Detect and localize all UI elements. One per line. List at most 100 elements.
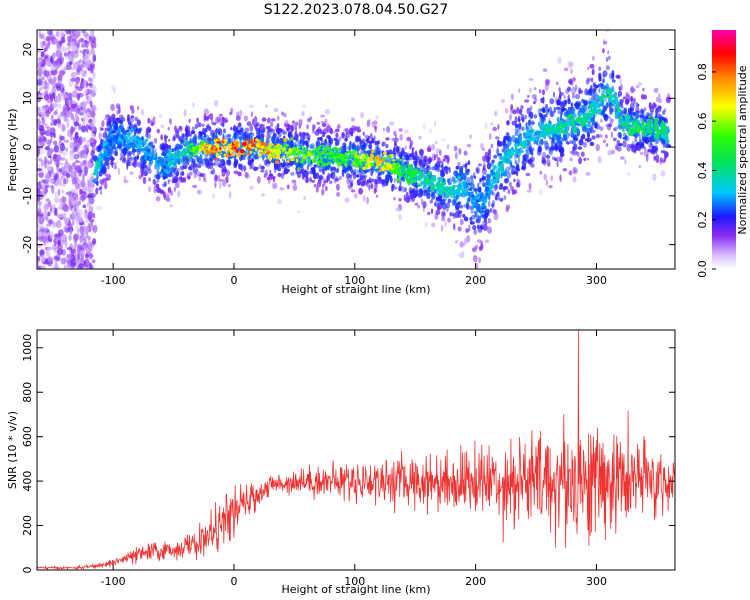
noise-mark <box>45 198 50 202</box>
spectral-mark <box>498 141 503 147</box>
spectral-mark <box>278 162 283 166</box>
noise-mark <box>74 225 81 231</box>
spectral-mark <box>485 239 490 243</box>
noise-mark <box>87 235 91 240</box>
spectral-mark <box>211 193 215 198</box>
spectral-mark <box>126 159 131 167</box>
noise-mark <box>64 239 68 249</box>
spectral-mark <box>342 145 345 153</box>
noise-mark <box>61 124 66 132</box>
noise-mark <box>51 34 56 39</box>
spectral-mark <box>176 128 180 134</box>
noise-mark <box>71 177 78 185</box>
spectral-mark <box>322 169 325 175</box>
spectral-mark <box>503 187 506 193</box>
spectral-mark <box>629 116 634 121</box>
spectral-mark <box>559 91 562 99</box>
spectral-mark <box>541 151 547 159</box>
spectral-mark <box>573 170 577 175</box>
spectral-mark <box>183 177 187 183</box>
spectral-mark <box>654 144 658 149</box>
spectral-mark <box>630 95 634 102</box>
spectral-mark <box>354 127 358 131</box>
spectral-mark <box>476 168 480 174</box>
noise-mark <box>41 58 47 67</box>
noise-mark <box>53 145 60 153</box>
spectral-mark <box>385 174 390 180</box>
spectral-mark <box>447 178 450 183</box>
noise-mark <box>38 30 42 36</box>
spectral-mark <box>294 131 298 136</box>
noise-mark <box>63 178 66 185</box>
noise-mark <box>84 40 89 49</box>
spectral-mark <box>375 194 379 198</box>
noise-mark <box>83 159 87 165</box>
spectral-mark <box>542 109 546 113</box>
spectral-mark <box>619 78 623 85</box>
noise-mark <box>55 30 60 38</box>
spectral-mark <box>356 144 361 152</box>
spectral-mark <box>360 112 365 119</box>
noise-mark <box>91 225 97 231</box>
spectral-mark <box>218 178 222 182</box>
noise-mark <box>57 178 62 186</box>
spectral-mark <box>394 142 397 146</box>
ridge-mark <box>293 154 297 158</box>
spectral-mark <box>591 77 594 83</box>
spectral-mark <box>317 137 322 141</box>
spectral-mark <box>350 131 354 137</box>
spectral-mark <box>569 157 573 162</box>
spectral-mark <box>284 120 289 127</box>
spectral-mark <box>212 122 217 126</box>
spectral-mark <box>395 207 401 212</box>
spectral-mark <box>311 123 316 132</box>
noise-mark <box>59 197 66 204</box>
spectral-mark <box>275 136 280 144</box>
noise-mark <box>77 39 80 45</box>
ridge-mark <box>481 197 486 202</box>
spectral-mark <box>574 84 578 92</box>
spectral-mark <box>587 106 591 110</box>
noise-mark <box>73 176 80 184</box>
spectral-mark <box>273 165 277 174</box>
noise-mark <box>40 141 44 148</box>
spectral-mark <box>368 176 372 184</box>
ridge-mark <box>350 155 354 158</box>
spectral-mark <box>590 84 593 92</box>
ridge-mark <box>491 182 494 185</box>
noise-mark <box>37 262 40 268</box>
spectral-mark <box>279 187 285 191</box>
ridge-mark <box>147 155 150 161</box>
noise-mark <box>53 179 59 187</box>
noise-mark <box>38 202 42 207</box>
spectral-mark <box>344 137 349 142</box>
spectral-mark <box>423 189 427 193</box>
ridge-mark <box>599 95 604 99</box>
spectral-mark <box>311 179 316 183</box>
noise-mark <box>53 173 59 181</box>
spectral-mark <box>155 183 160 189</box>
noise-mark <box>37 182 42 191</box>
spectral-mark <box>657 105 662 110</box>
noise-mark <box>66 247 73 251</box>
spectral-mark <box>548 185 553 189</box>
spectral-mark <box>469 216 472 221</box>
spectral-mark <box>611 74 614 78</box>
noise-mark <box>49 219 52 225</box>
spectral-mark <box>657 93 661 100</box>
spectral-mark <box>108 117 114 123</box>
spectral-mark <box>267 128 272 132</box>
spectral-mark <box>591 93 596 97</box>
spectral-mark <box>418 159 423 166</box>
spectral-mark <box>544 84 549 91</box>
noise-mark <box>64 53 71 60</box>
noise-mark <box>58 168 63 173</box>
spectral-mark <box>302 104 306 109</box>
ridge-mark <box>647 121 652 127</box>
spectral-mark <box>572 176 577 183</box>
spectral-mark <box>644 94 648 100</box>
noise-mark <box>77 104 83 112</box>
spectral-mark <box>633 97 636 104</box>
spectral-mark <box>571 77 576 82</box>
ridge-mark <box>128 138 132 143</box>
